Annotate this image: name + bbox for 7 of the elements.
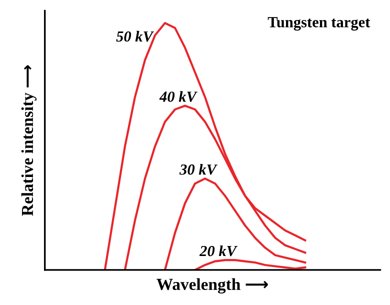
series-label: 40 kV bbox=[159, 91, 198, 102]
y-axis-title: Relative intensity ⟶ bbox=[21, 65, 37, 216]
x-axis-title: Wavelength ⟶ bbox=[156, 278, 268, 294]
annotation: Tungsten target bbox=[268, 17, 370, 31]
series-label: 20 kV bbox=[199, 245, 238, 256]
series-label: 50 kV bbox=[116, 30, 154, 42]
series-label: 30 kV bbox=[179, 164, 218, 175]
